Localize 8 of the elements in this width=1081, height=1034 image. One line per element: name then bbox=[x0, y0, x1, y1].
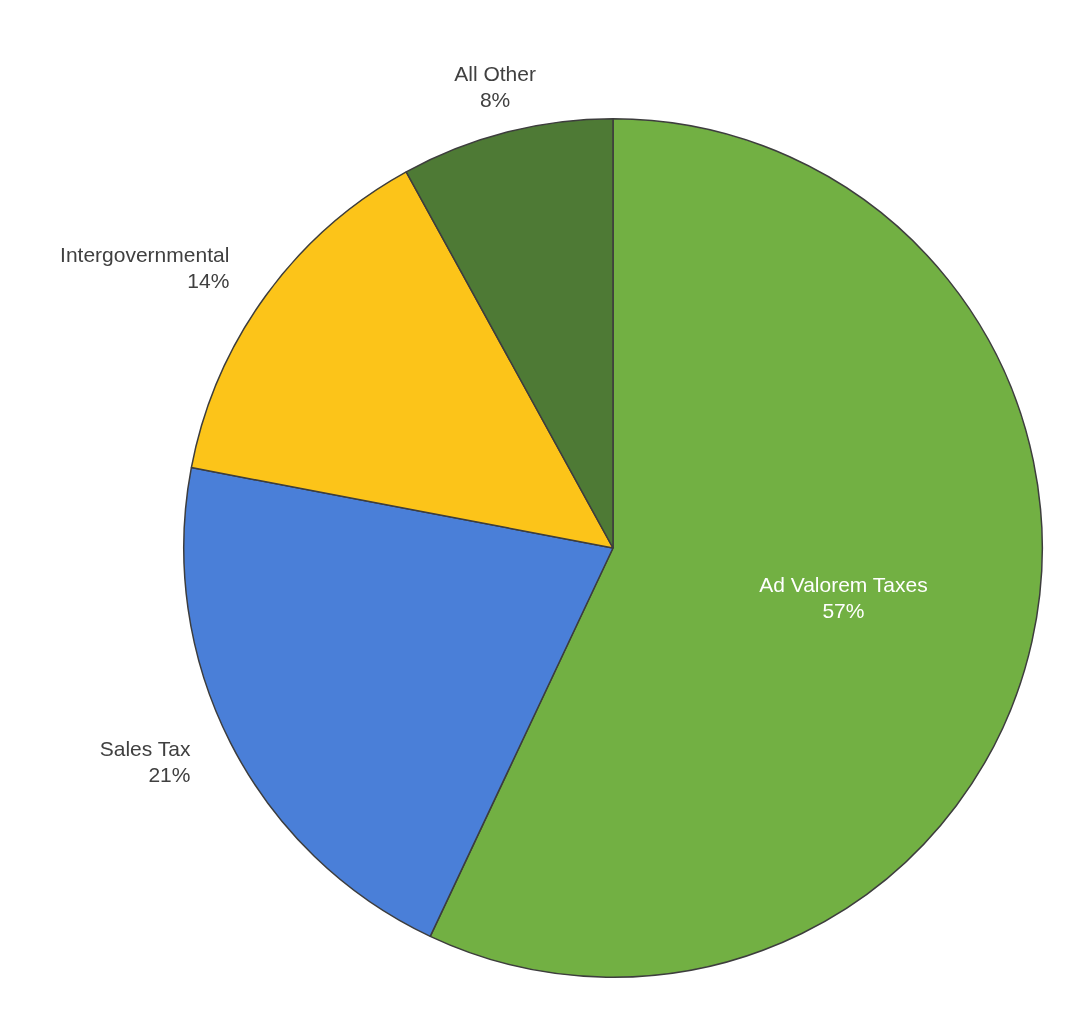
data-label: 14% bbox=[187, 269, 230, 293]
slice-label: Sales Tax bbox=[99, 737, 191, 761]
data-label: 21% bbox=[148, 763, 191, 787]
data-label: 57% bbox=[822, 599, 865, 623]
slice-label: All Other bbox=[454, 62, 536, 86]
slice-label: Intergovernmental bbox=[60, 243, 230, 267]
slice-label: Ad Valorem Taxes bbox=[759, 573, 928, 597]
data-label: 8% bbox=[479, 88, 511, 112]
